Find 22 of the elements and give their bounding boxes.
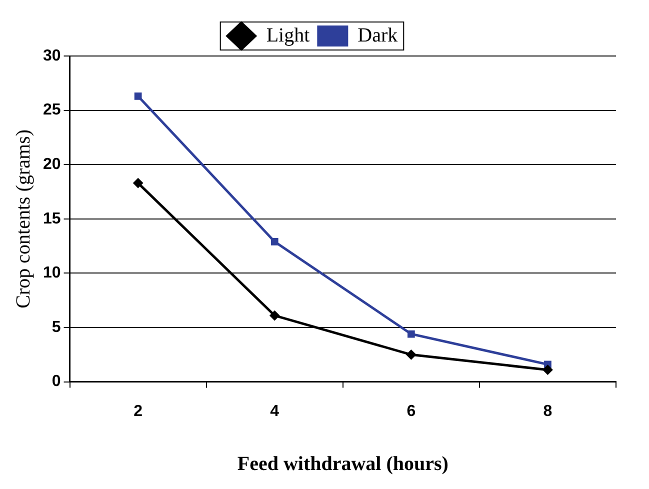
legend-label: Dark: [358, 24, 398, 46]
point: [133, 178, 144, 188]
legend-label: Light: [266, 24, 310, 46]
y-tick-label: 5: [52, 318, 61, 336]
point: [270, 310, 280, 321]
x-tick-label: 8: [543, 402, 552, 420]
point: [407, 330, 415, 338]
point: [134, 92, 142, 100]
y-tick-label: 15: [43, 210, 61, 228]
x-axis-title: Feed withdrawal (hours): [237, 453, 448, 476]
point: [270, 238, 278, 246]
y-tick-label: 30: [43, 47, 61, 64]
point: [406, 350, 416, 360]
x-tick-label: 6: [406, 402, 416, 420]
y-tick-label: 10: [43, 264, 61, 282]
y-axis-title: Crop contents (grams): [12, 129, 34, 308]
y-tick-label: 0: [52, 373, 61, 390]
x-tick-label: 4: [270, 402, 280, 420]
y-tick-label: 20: [43, 156, 61, 174]
point: [542, 364, 553, 375]
x-tick-label: 2: [134, 402, 143, 420]
y-tick-label: 25: [43, 102, 61, 119]
